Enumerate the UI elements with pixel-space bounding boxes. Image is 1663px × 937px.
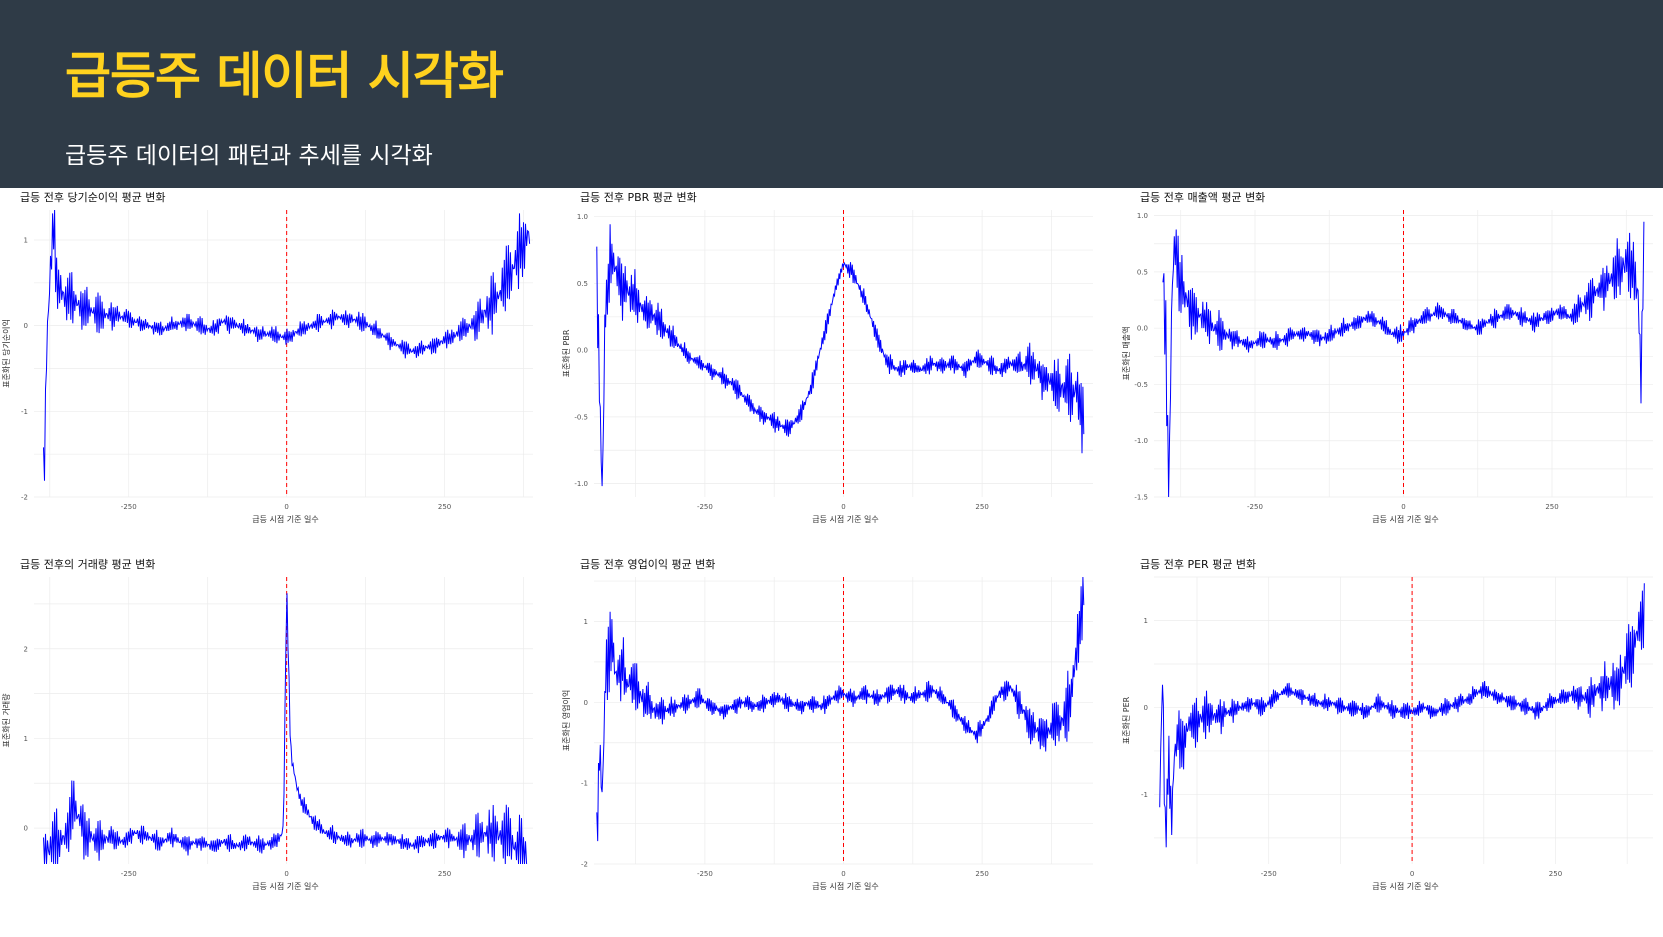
- y-axis-label: 표준화된 거래량: [1, 693, 11, 748]
- y-tick-label: 1.0: [1137, 212, 1148, 220]
- y-tick-label: 0: [584, 699, 588, 707]
- series-line: [596, 576, 1085, 842]
- x-tick-label: -250: [1247, 503, 1263, 511]
- series-line: [1162, 221, 1645, 498]
- y-tick-label: 0.0: [577, 347, 588, 355]
- x-tick-label: 0: [1410, 870, 1414, 878]
- page-title: 급등주 데이터 시각화: [65, 47, 504, 105]
- chart-title: 급등 전후의 거래량 평균 변화: [20, 558, 155, 571]
- y-tick-label: 1: [24, 735, 28, 743]
- y-tick-label: 0.5: [1137, 268, 1148, 276]
- x-tick-label: 0: [284, 503, 288, 511]
- chart-title: 급등 전후 매출액 평균 변화: [1140, 191, 1265, 204]
- series-line: [1159, 583, 1645, 848]
- chart-operating-profit: 급등 전후 영업이익 평균 변화 1 0 -1 -2 -250 0 250 급등 시점 기준 일…: [560, 555, 1105, 900]
- x-axis-label: 급등 시점 기준 일수: [812, 881, 879, 891]
- y-tick-label: 0: [1144, 704, 1148, 712]
- x-tick-label: 250: [438, 870, 451, 878]
- chart-pbr: 급등 전후 PBR 평균 변화 1.0 0.5 0.0 -0.5 -1.0 -250 0 250…: [560, 188, 1105, 533]
- y-axis-label: 표준화된 영업이익: [561, 690, 571, 751]
- y-tick-label: 1: [1144, 617, 1148, 625]
- x-tick-label: -250: [697, 870, 713, 878]
- x-axis-label: 급등 시점 기준 일수: [1372, 881, 1439, 891]
- y-tick-label: 1.0: [577, 213, 588, 221]
- y-tick-label: -1.0: [574, 480, 588, 488]
- y-tick-label: -1.5: [1134, 494, 1148, 502]
- grid: [1154, 576, 1653, 864]
- y-tick-label: -2: [21, 494, 28, 502]
- series-line: [596, 224, 1085, 487]
- y-axis-label: 표준화된 당기순이익: [1, 319, 11, 388]
- y-tick-label: 0.0: [1137, 325, 1148, 333]
- chart-svg: 급등 전후 당기순이익 평균 변화 1 0 -1 -2 -250 0 250 급등 시점 기준 …: [1, 191, 533, 524]
- chart-svg: 급등 전후 영업이익 평균 변화 1 0 -1 -2 -250 0 250 급등 시점 기준 일…: [561, 558, 1093, 891]
- grid: [594, 210, 1093, 497]
- y-tick-label: 0.5: [577, 280, 588, 288]
- y-axis-label: 표준화된 매출액: [1121, 326, 1131, 380]
- y-tick-label: -0.5: [1134, 381, 1148, 389]
- y-tick-label: -2: [581, 861, 588, 869]
- x-axis-label: 급등 시점 기준 일수: [812, 514, 879, 524]
- x-axis-label: 급등 시점 기준 일수: [1372, 514, 1439, 524]
- header-banner: 급등주 데이터 시각화 급등주 데이터의 패턴과 추세를 시각화: [0, 0, 1663, 188]
- chart-net-income: 급등 전후 당기순이익 평균 변화 1 0 -1 -2 -250 0 250 급등 시점 기준 …: [0, 188, 545, 533]
- y-tick-label: -1: [21, 408, 28, 416]
- x-tick-label: 250: [1549, 870, 1562, 878]
- x-tick-label: 0: [841, 870, 845, 878]
- y-tick-label: -1: [581, 780, 588, 788]
- x-tick-label: -250: [697, 503, 713, 511]
- chart-svg: 급등 전후 PBR 평균 변화 1.0 0.5 0.0 -0.5 -1.0 -250 0 250…: [561, 191, 1093, 524]
- y-tick-label: 1: [584, 618, 588, 626]
- x-axis-label: 급등 시점 기준 일수: [252, 881, 319, 891]
- x-tick-label: 250: [1545, 503, 1558, 511]
- x-tick-label: 250: [975, 503, 988, 511]
- chart-svg: 급등 전후의 거래량 평균 변화 2 1 0 -250 0 250 급등 시점 기준 일수 표준…: [1, 558, 533, 891]
- chart-svg: 급등 전후 매출액 평균 변화 1.0 0.5 0.0 -0.5 -1.0 -1.5 -250…: [1121, 191, 1653, 524]
- page-subtitle: 급등주 데이터의 패턴과 추세를 시각화: [65, 143, 433, 169]
- chart-title: 급등 전후 PER 평균 변화: [1140, 558, 1256, 571]
- x-tick-label: 250: [975, 870, 988, 878]
- chart-title: 급등 전후 당기순이익 평균 변화: [20, 191, 166, 204]
- y-axis-label: 표준화된 PBR: [561, 329, 571, 377]
- y-tick-label: -1.0: [1134, 437, 1148, 445]
- y-tick-label: 1: [24, 236, 28, 244]
- x-tick-label: -250: [121, 870, 137, 878]
- x-axis-label: 급등 시점 기준 일수: [252, 514, 319, 524]
- grid: [34, 210, 533, 498]
- series-line: [43, 593, 528, 865]
- chart-title: 급등 전후 PBR 평균 변화: [580, 191, 697, 204]
- series-line: [43, 209, 531, 481]
- x-tick-label: -250: [121, 503, 137, 511]
- chart-revenue: 급등 전후 매출액 평균 변화 1.0 0.5 0.0 -0.5 -1.0 -1.5 -250…: [1120, 188, 1663, 533]
- x-tick-label: -250: [1261, 870, 1277, 878]
- x-tick-label: 0: [841, 503, 845, 511]
- y-tick-label: 2: [24, 645, 28, 653]
- x-tick-label: 0: [1401, 503, 1405, 511]
- x-tick-label: 0: [284, 870, 288, 878]
- y-tick-label: -0.5: [574, 413, 588, 421]
- y-tick-label: -1: [1141, 791, 1148, 799]
- x-tick-label: 250: [438, 503, 451, 511]
- y-tick-label: 0: [24, 825, 28, 833]
- chart-svg: 급등 전후 PER 평균 변화 1 0 -1 -250 0 250 급등 시점 기준 일수 표준…: [1121, 558, 1653, 891]
- chart-volume: 급등 전후의 거래량 평균 변화 2 1 0 -250 0 250 급등 시점 기준 일수 표준…: [0, 555, 545, 900]
- chart-per: 급등 전후 PER 평균 변화 1 0 -1 -250 0 250 급등 시점 기준 일수 표준…: [1120, 555, 1663, 900]
- chart-title: 급등 전후 영업이익 평균 변화: [580, 558, 715, 571]
- y-tick-label: 0: [24, 322, 28, 330]
- y-axis-label: 표준화된 PER: [1121, 696, 1131, 744]
